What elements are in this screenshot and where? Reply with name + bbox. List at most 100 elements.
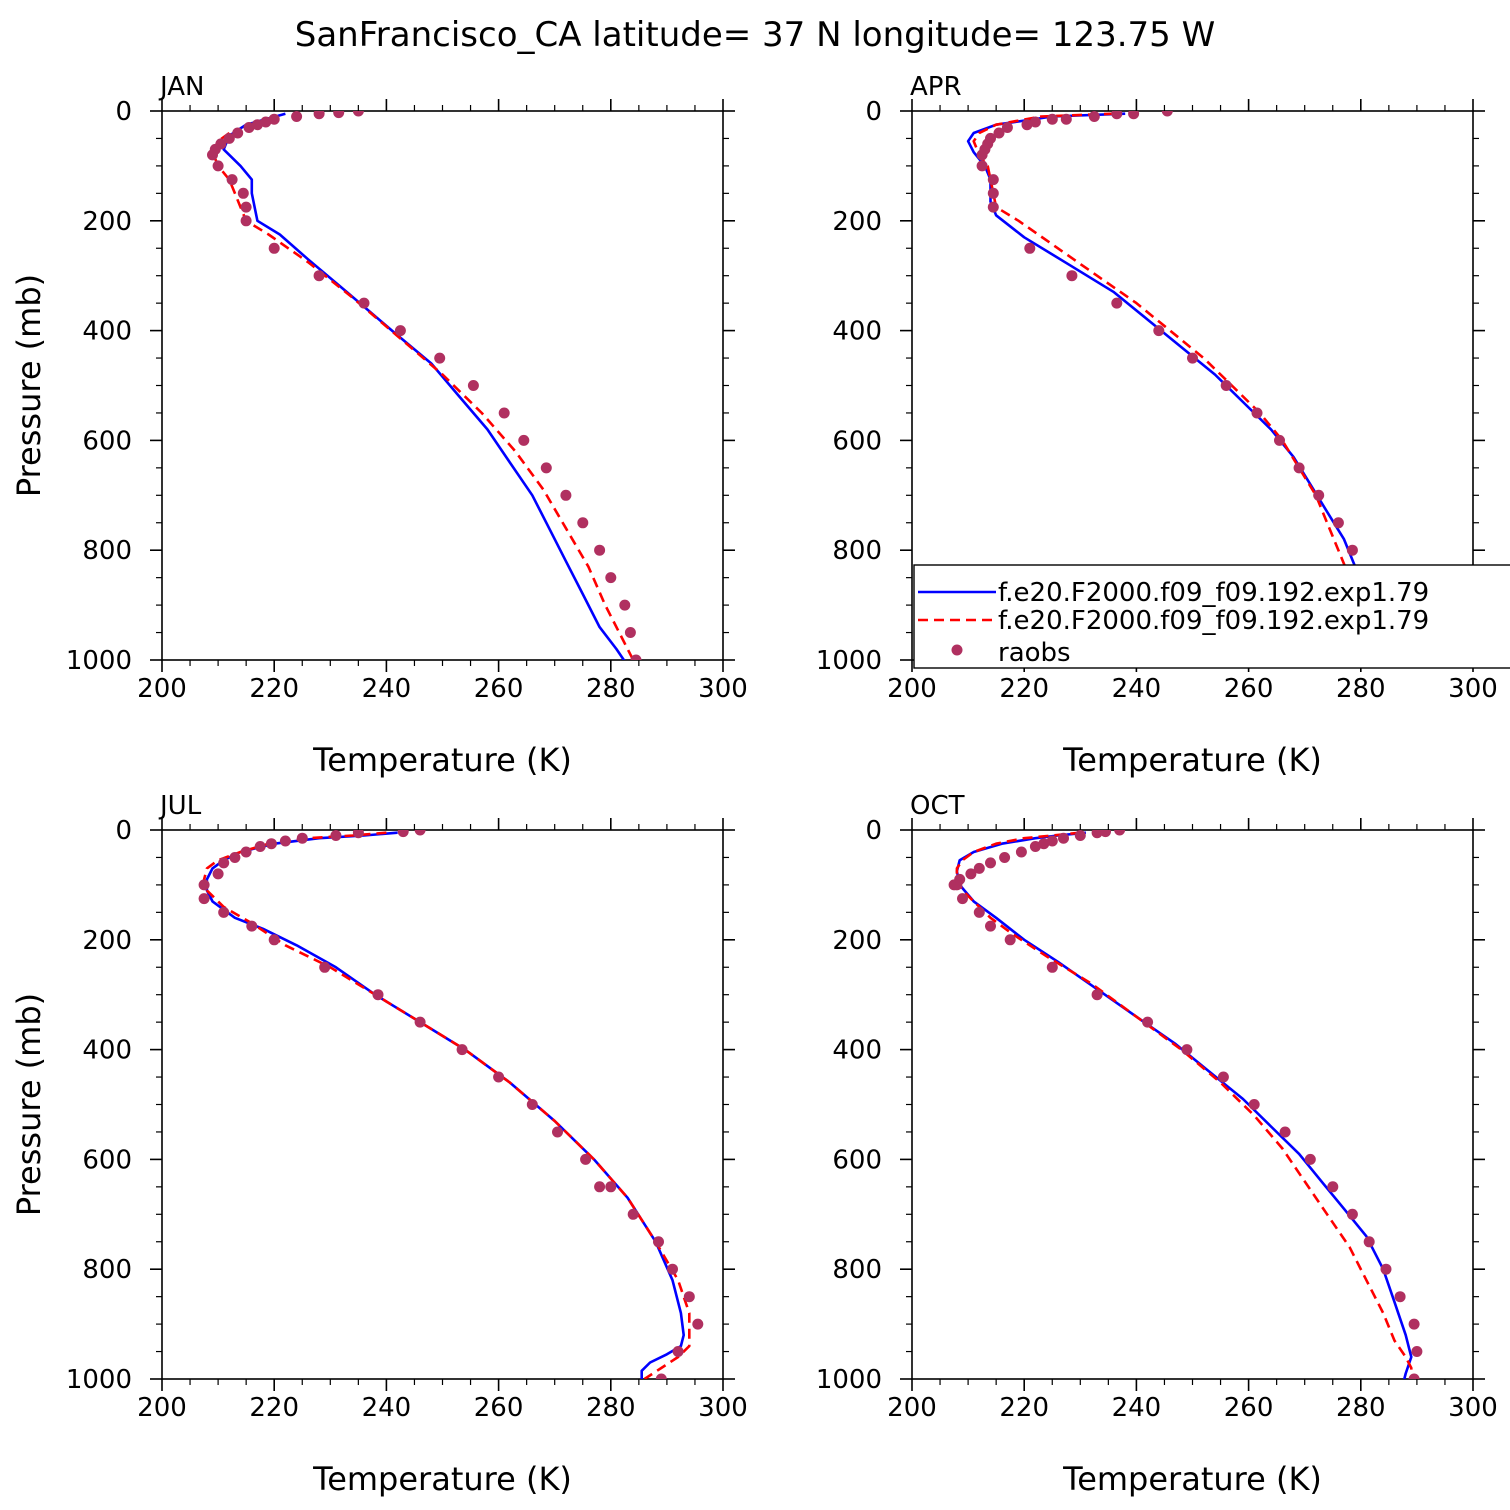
- panel-4-ytick-label: 400: [832, 1036, 882, 1066]
- panel-3-raobs-point: [319, 961, 331, 973]
- panel-2-xtick-label: 220: [999, 674, 1049, 704]
- legend-label-2: f.e20.F2000.f09_f09.192.exp1.79: [998, 606, 1429, 636]
- panel-1-xtick-label: 240: [362, 674, 412, 704]
- panel-2-raobs-point: [1111, 297, 1123, 309]
- panel-3-model-dashed-line: [202, 831, 691, 1379]
- panel-2-xtick-label: 300: [1448, 674, 1498, 704]
- panel-3-raobs-point: [605, 1181, 617, 1193]
- panel-2-ytick-label: 1000: [816, 646, 882, 676]
- panel-1-raobs-point: [358, 297, 370, 309]
- panel-3-raobs-point: [198, 893, 210, 905]
- legend-raobs-marker: [951, 644, 963, 656]
- panel-4-raobs-point: [1046, 961, 1058, 973]
- panel-3-raobs-point: [552, 1126, 563, 1138]
- panel-3-raobs-point: [397, 830, 409, 838]
- panel-2-raobs-point: [1111, 111, 1123, 120]
- panel-2-raobs-point: [1251, 407, 1263, 419]
- panel-3-raobs-point: [212, 868, 224, 880]
- panel-4-raobs-point: [1363, 1236, 1375, 1248]
- legend: f.e20.F2000.f09_f09.192.exp1.79f.e20.F20…: [913, 564, 1510, 669]
- panel-3-raobs-point: [692, 1318, 704, 1330]
- panel-3-raobs-point: [667, 1263, 678, 1275]
- panel-1-ytick-label: 600: [82, 426, 132, 456]
- panel-3-raobs-point: [254, 841, 266, 852]
- panel-2-raobs-point: [976, 149, 988, 161]
- panel-3-xtick-label: 220: [249, 1393, 299, 1423]
- panel-4-xtick-label: 260: [1224, 1393, 1274, 1423]
- panel-4-raobs-point: [985, 920, 996, 932]
- panel-3-raobs-point: [526, 1099, 538, 1110]
- panel-3-frame: [161, 829, 724, 1380]
- panel-1-ytick-label: 400: [82, 317, 132, 347]
- panel-4-raobs-point: [985, 857, 996, 869]
- panel-4-xlabel: Temperature (K): [1062, 1460, 1322, 1498]
- panel-3-raobs-point: [627, 1208, 639, 1220]
- panel-1-raobs-point: [434, 352, 446, 364]
- panel-2-raobs-point: [1153, 325, 1165, 337]
- panel-3-xtick-label: 200: [137, 1393, 187, 1423]
- panel-4-raobs-point: [1015, 846, 1027, 858]
- panel-1-ylabel: Pressure (mb): [10, 274, 48, 497]
- panel-4-raobs-point: [1100, 830, 1111, 838]
- panel-4-raobs-point: [1046, 835, 1058, 847]
- panel-2-raobs-point: [987, 201, 999, 213]
- panel-3-raobs-point: [655, 1373, 667, 1379]
- panel-4-raobs-point: [957, 893, 968, 905]
- panel-4-raobs-point: [1394, 1291, 1406, 1303]
- panel-3-raobs-point: [414, 1016, 426, 1028]
- panel-1-raobs-point: [240, 215, 252, 227]
- legend-box: [913, 564, 1510, 669]
- panel-1-xlabel: Temperature (K): [312, 741, 572, 779]
- panel-1-raobs-point: [630, 654, 642, 660]
- panel-4-raobs-point: [1058, 832, 1069, 844]
- panel-4-raobs-point: [1114, 830, 1126, 836]
- panel-2-ytick-label: 200: [832, 207, 882, 237]
- panel-3-raobs-point: [279, 835, 291, 847]
- panel-4: OCT 200 220 240 260 280 300 0 200 400 600 800 1000 Te…: [816, 791, 1498, 1498]
- panel-4-raobs-point: [1029, 841, 1041, 852]
- panel-4-raobs-point: [1408, 1318, 1420, 1330]
- panel-2-ytick-label: 0: [865, 97, 882, 127]
- panel-4-raobs-point: [1091, 989, 1103, 1001]
- panel-2-raobs-point: [1024, 242, 1036, 254]
- panel-4-raobs-point: [1142, 1016, 1154, 1028]
- panel-1-xtick-label: 260: [474, 674, 524, 704]
- panel-1-xtick-label: 220: [249, 674, 299, 704]
- panel-4-raobs-point: [1004, 934, 1016, 946]
- panel-3-raobs-point: [580, 1153, 592, 1165]
- panel-1-raobs-point: [540, 462, 552, 474]
- panel-1-ytick-label: 800: [82, 536, 132, 566]
- panel-1-raobs-point: [260, 116, 272, 128]
- panel-1-raobs-point: [619, 599, 631, 611]
- panel-1-ytick-label: 0: [115, 97, 132, 127]
- panel-2-raobs-point: [1346, 544, 1358, 556]
- panel-2-xtick-label: 280: [1336, 674, 1386, 704]
- panel-4-raobs-point: [1380, 1263, 1392, 1275]
- panel-3-raobs-point: [456, 1044, 468, 1056]
- panel-2-raobs-point: [1274, 434, 1285, 446]
- panel-2-xtick-label: 240: [1112, 674, 1162, 704]
- panel-4-ytick-label: 1000: [816, 1365, 882, 1395]
- panel-4-raobs-point: [1411, 1346, 1423, 1357]
- panel-2-data: [966, 111, 1398, 660]
- figure-title: SanFrancisco_CA latitude= 37 N longitude…: [295, 15, 1216, 55]
- panel-4-raobs-point: [1279, 1126, 1291, 1138]
- panel-2-raobs-point: [1332, 517, 1344, 529]
- panel-3-xtick-label: 300: [698, 1393, 748, 1423]
- panel-1-raobs-point: [207, 149, 218, 161]
- panel-2-raobs-point: [1088, 111, 1100, 122]
- panel-1-raobs-point: [251, 119, 263, 131]
- panel-4-xtick-label: 280: [1336, 1393, 1386, 1423]
- panel-4-frame: [911, 829, 1474, 1380]
- panel-3-data: [198, 830, 704, 1379]
- panel-4-xtick-label: 200: [887, 1393, 937, 1423]
- panel-2-raobs-point: [987, 174, 999, 186]
- panel-2-ytick-label: 400: [832, 317, 882, 347]
- panel-4-label: OCT: [910, 791, 965, 821]
- panel-4-raobs-point: [973, 862, 985, 874]
- panel-1-raobs-point: [518, 434, 530, 446]
- panel-1-raobs-point: [498, 407, 510, 419]
- panel-4-xtick-label: 300: [1448, 1393, 1498, 1423]
- panel-2-raobs-point: [1001, 122, 1013, 133]
- panel-1-raobs-point: [240, 201, 252, 213]
